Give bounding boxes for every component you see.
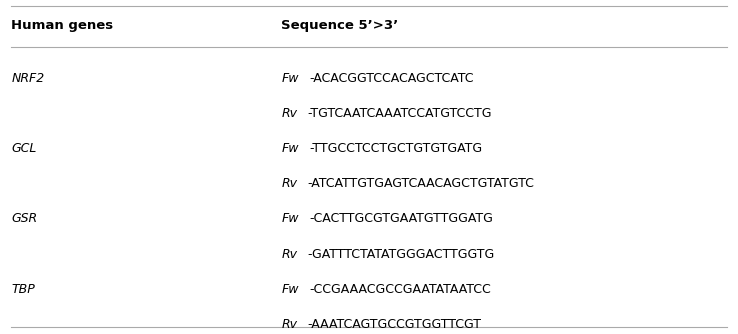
Text: -CACTTGCGTGAATGTTGGATG: -CACTTGCGTGAATGTTGGATG (309, 212, 493, 225)
Text: Fw: Fw (281, 71, 299, 85)
Text: NRF2: NRF2 (12, 71, 45, 85)
Text: -ACACGGTCCACAGCTCATC: -ACACGGTCCACAGCTCATC (309, 71, 474, 85)
Text: GCL: GCL (12, 142, 37, 155)
Text: -ATCATTGTGAGTCAACAGCTGTATGTC: -ATCATTGTGAGTCAACAGCTGTATGTC (307, 177, 534, 190)
Text: -AAATCAGTGCCGTGGTTCGT: -AAATCAGTGCCGTGGTTCGT (307, 318, 481, 331)
Text: Rv: Rv (281, 177, 297, 190)
Text: -TGTCAATCAAATCCATGTCCTG: -TGTCAATCAAATCCATGTCCTG (307, 107, 492, 120)
Text: Fw: Fw (281, 283, 299, 296)
Text: -TTGCCTCCTGCTGTGTGATG: -TTGCCTCCTGCTGTGTGATG (309, 142, 483, 155)
Text: -CCGAAACGCCGAATATAATCC: -CCGAAACGCCGAATATAATCC (309, 283, 491, 296)
Text: Fw: Fw (281, 212, 299, 225)
Text: Fw: Fw (281, 142, 299, 155)
Text: Rv: Rv (281, 318, 297, 331)
Text: TBP: TBP (12, 283, 35, 296)
Text: Sequence 5’>3’: Sequence 5’>3’ (281, 19, 399, 32)
Text: Rv: Rv (281, 247, 297, 261)
Text: Rv: Rv (281, 107, 297, 120)
Text: -GATTTCTATATGGGACTTGGTG: -GATTTCTATATGGGACTTGGTG (307, 247, 494, 261)
Text: GSR: GSR (12, 212, 38, 225)
Text: Human genes: Human genes (12, 19, 114, 32)
